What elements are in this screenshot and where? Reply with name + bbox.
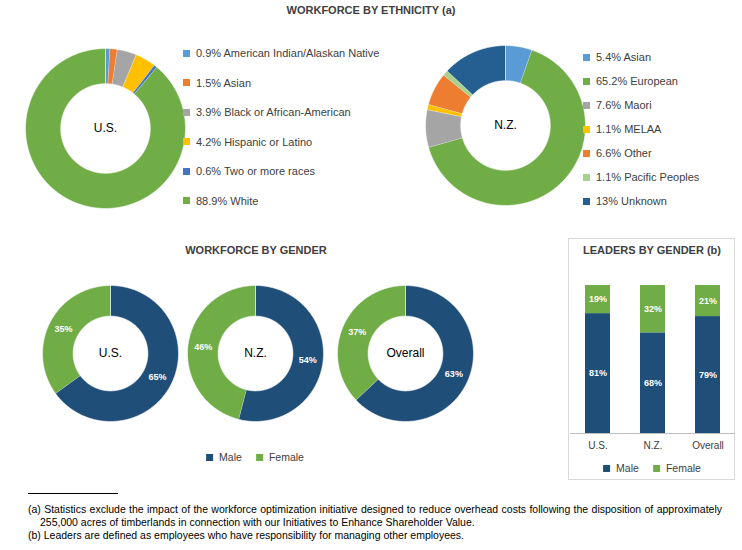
html-text:(b) Leaders are defined as emp: (b) Leaders are defined as employees who… — [28, 529, 464, 541]
svg-text:N.Z.: N.Z. — [244, 346, 267, 360]
html-text:13% Unknown: 13% Unknown — [596, 195, 667, 207]
svg-text:21%: 21% — [699, 296, 717, 306]
svg-text:68%: 68% — [644, 378, 662, 388]
html-text:WORKFORCE BY GENDER: WORKFORCE BY GENDER — [185, 244, 327, 256]
svg-text:U.S.: U.S. — [99, 346, 122, 360]
html-text:1.5% Asian: 1.5% Asian — [196, 76, 251, 89]
html-text:0.9% American Indian/Alaskan N: 0.9% American Indian/Alaskan Native — [196, 47, 380, 59]
html-text:1.1% MELAA: 1.1% MELAA — [596, 123, 662, 135]
html-text:(a) Statistics exclude the imp: (a) Statistics exclude the impact of the… — [28, 503, 722, 528]
svg-text:32%: 32% — [644, 304, 662, 314]
svg-text:65%: 65% — [148, 372, 166, 382]
svg-text:81%: 81% — [589, 368, 607, 378]
html-text:6.6% Other: 6.6% Other — [596, 147, 652, 159]
svg-text:U.S.: U.S. — [588, 440, 607, 451]
html-text:4.2% Hispanic or Latino: 4.2% Hispanic or Latino — [196, 135, 313, 148]
svg-text:35%: 35% — [55, 324, 73, 334]
html-text:WORKFORCE BY ETHNICITY (a): WORKFORCE BY ETHNICITY (a) — [286, 4, 456, 16]
html-text:Male: Male — [616, 462, 639, 474]
html-text:Male: Male — [219, 451, 242, 463]
html-text:65.2% European: 65.2% European — [596, 75, 678, 87]
svg-text:37%: 37% — [348, 327, 366, 337]
svg-text:19%: 19% — [589, 294, 607, 304]
svg-text:54%: 54% — [299, 355, 317, 365]
html-text:0.6% Two or more races: 0.6% Two or more races — [196, 165, 315, 177]
svg-text:63%: 63% — [445, 369, 463, 379]
html-text:Female: Female — [268, 451, 304, 463]
html-text:1.1% Pacific Peoples: 1.1% Pacific Peoples — [596, 171, 700, 183]
svg-text:N.Z.: N.Z. — [644, 440, 663, 451]
html-text:88.9% White: 88.9% White — [196, 194, 259, 207]
svg-text:U.S.: U.S. — [94, 121, 117, 135]
html-text:Female: Female — [665, 462, 701, 474]
html-text:LEADERS BY GENDER (b): LEADERS BY GENDER (b) — [583, 244, 721, 256]
svg-text:Overall: Overall — [386, 346, 424, 360]
svg-text:46%: 46% — [194, 342, 212, 352]
svg-text:N.Z.: N.Z. — [494, 118, 517, 132]
html-text:3.9% Black or African-American: 3.9% Black or African-American — [196, 106, 351, 118]
svg-text:79%: 79% — [699, 370, 717, 380]
html-text:5.4% Asian: 5.4% Asian — [596, 51, 651, 63]
html-text:7.6% Maori: 7.6% Maori — [596, 99, 652, 111]
svg-text:Overall: Overall — [692, 440, 724, 451]
